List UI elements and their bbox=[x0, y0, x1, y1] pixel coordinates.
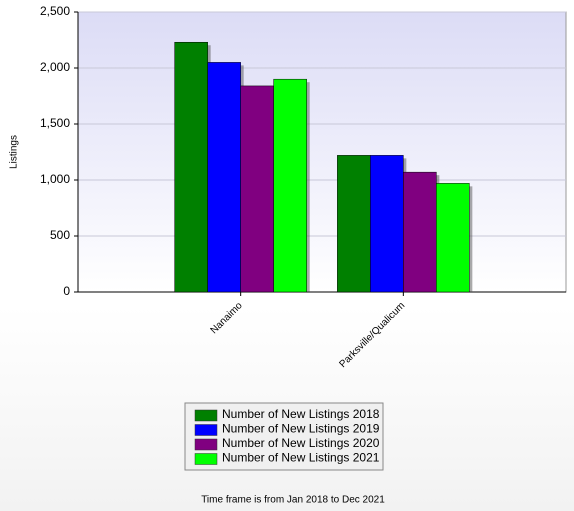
y-tick-label: 0 bbox=[63, 284, 70, 298]
bar bbox=[240, 85, 274, 293]
bar bbox=[174, 41, 208, 293]
legend-swatch bbox=[194, 453, 218, 465]
legend-label: Number of New Listings 2018 bbox=[222, 407, 380, 421]
bar bbox=[370, 155, 404, 293]
y-tick-label: 2,000 bbox=[40, 60, 70, 74]
bar bbox=[273, 78, 307, 293]
legend-swatch bbox=[194, 409, 218, 422]
legend-label: Number of New Listings 2020 bbox=[222, 436, 380, 450]
y-tick-label: 1,000 bbox=[40, 172, 70, 186]
legend bbox=[184, 402, 384, 471]
plot-area bbox=[77, 11, 567, 293]
bar bbox=[207, 62, 241, 293]
y-tick-label: 500 bbox=[50, 228, 70, 242]
y-tick-label: 2,500 bbox=[40, 4, 70, 18]
legend-label: Number of New Listings 2021 bbox=[222, 451, 380, 465]
footnote: Time frame is from Jan 2018 to Dec 2021 bbox=[201, 495, 385, 506]
y-tick-label: 1,500 bbox=[40, 116, 70, 130]
bar bbox=[403, 171, 437, 293]
y-axis-label: Listings bbox=[9, 135, 20, 169]
legend-swatch bbox=[194, 424, 218, 436]
bar bbox=[337, 155, 371, 293]
legend-label: Number of New Listings 2019 bbox=[222, 422, 380, 436]
bar bbox=[436, 183, 470, 293]
legend-swatch bbox=[194, 438, 218, 451]
